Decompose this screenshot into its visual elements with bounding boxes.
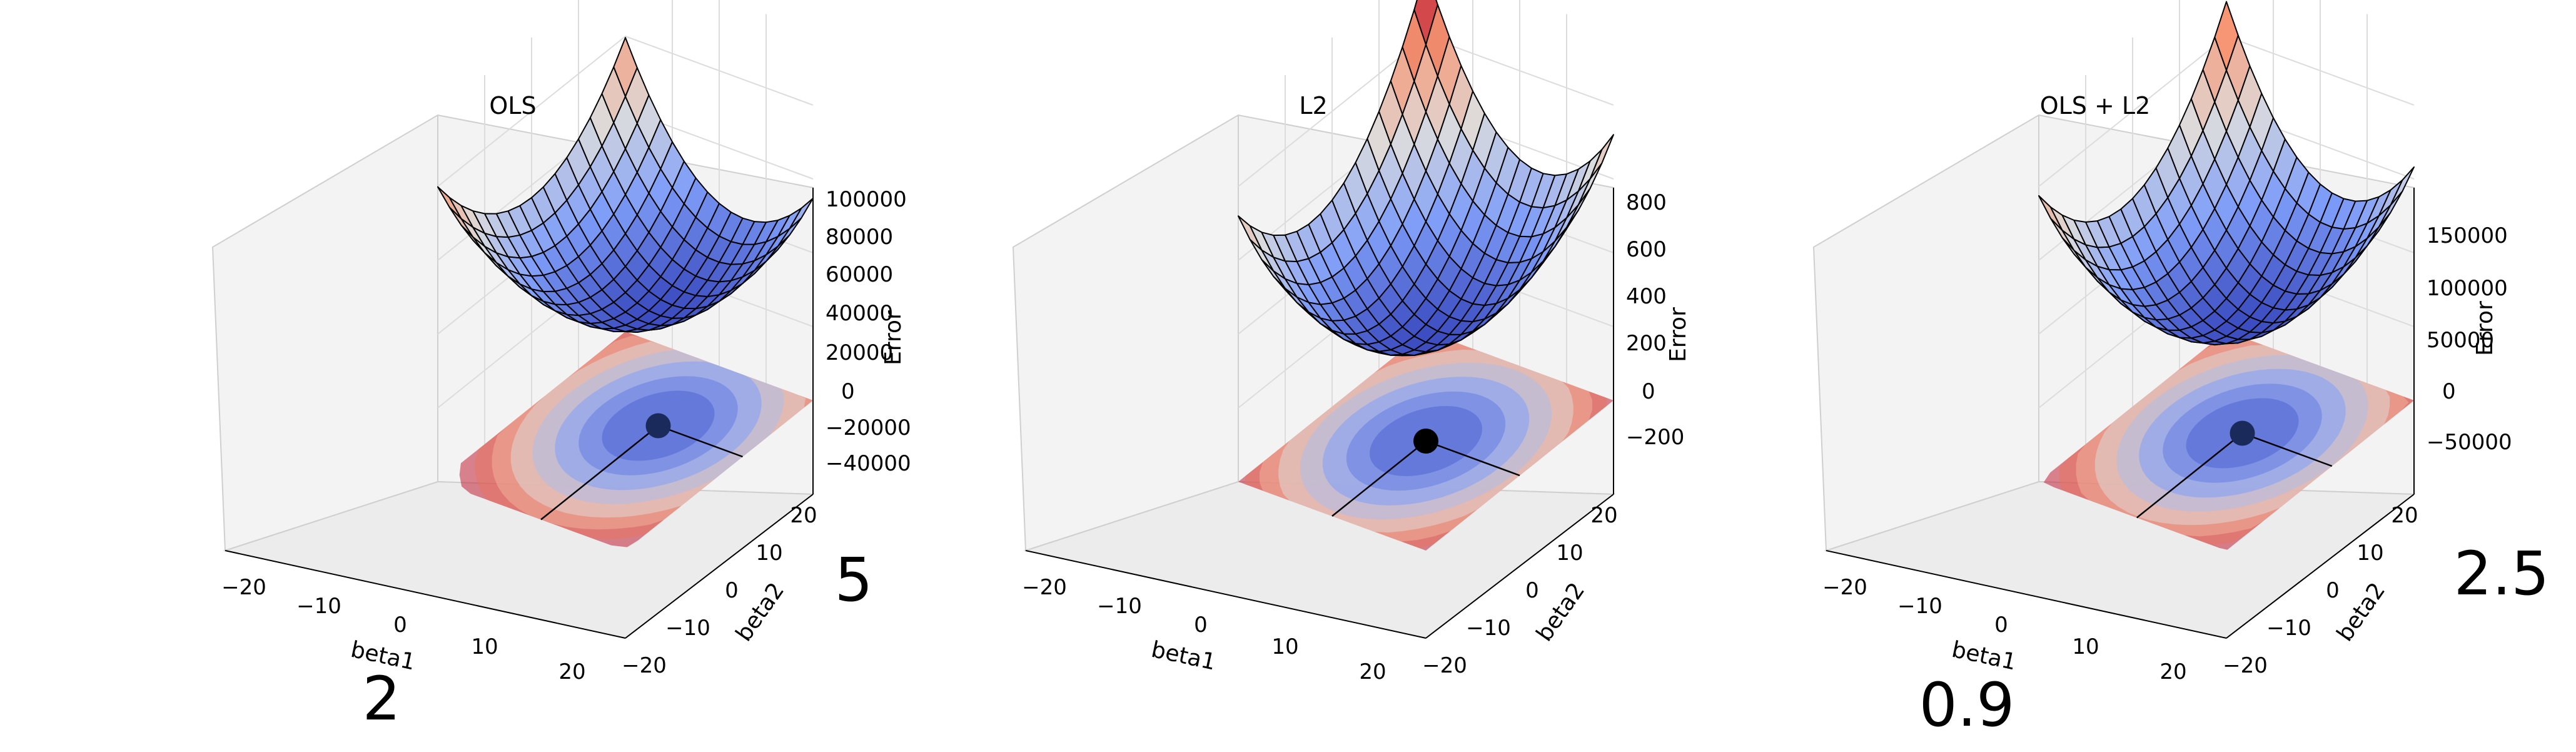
surface-plot (2038, 1, 2415, 346)
z-tick: 800 (1626, 190, 1667, 215)
z-tick: 20000 (826, 340, 893, 365)
surface-patch (613, 37, 638, 98)
y-tick: 20 (2391, 503, 2418, 528)
y-tick: −10 (1466, 616, 1511, 641)
x-tick: 10 (2072, 634, 2099, 659)
minimum-line-beta2 (1425, 440, 1520, 477)
beta1-value-label: 0.9 (1919, 670, 2015, 740)
x-tick: 10 (1271, 634, 1298, 659)
z-tick: 150000 (2427, 223, 2508, 248)
z-axis-label: Error (1665, 307, 1691, 362)
y-tick: −20 (1422, 653, 1467, 678)
z-tick: 100000 (826, 187, 907, 212)
z-tick: 400 (1626, 284, 1667, 309)
surface-patch (2214, 1, 2239, 71)
y-axis-label: beta2 (731, 578, 789, 646)
z-tick: −20000 (826, 415, 911, 440)
y-axis-label: beta2 (2332, 578, 2390, 646)
y-axis-label: beta2 (1532, 578, 1590, 646)
y-tick: 0 (1525, 578, 1539, 603)
y-tick: 20 (790, 503, 817, 528)
minimum-line-beta1 (1331, 440, 1427, 517)
panel-ols-l2: −20 −10 0 10 20 beta1 −20 −10 0 10 20 be… (1812, 0, 2550, 740)
minimum-point (2230, 420, 2255, 446)
x-axis-label: beta1 (1149, 637, 1218, 676)
panel-title: L2 (1299, 92, 1327, 119)
minimum-line-beta2 (2242, 432, 2333, 467)
minimum-line-beta1 (2136, 432, 2243, 519)
y-tick: 10 (755, 541, 782, 566)
x-tick: −10 (1097, 594, 1142, 619)
z-tick: 60000 (826, 262, 893, 287)
z-axis: −200 0 200 400 600 800 Error (1613, 188, 1691, 494)
panel-title: OLS (489, 92, 536, 119)
z-tick: 600 (1626, 237, 1667, 262)
surface-plot (1238, 0, 1614, 357)
x-tick: −10 (296, 594, 341, 619)
y-tick: −10 (665, 616, 710, 641)
panel-l2: −20 −10 0 10 20 beta1 −20 −10 0 10 20 be… (1012, 0, 1691, 684)
minimum-lines (1331, 440, 1520, 517)
x-tick: −20 (1022, 575, 1067, 600)
panel-title: OLS + L2 (2040, 92, 2151, 119)
z-tick: 100000 (2427, 276, 2508, 301)
z-tick: 200 (1626, 331, 1667, 356)
minimum-lines (540, 425, 743, 521)
z-axis: −50000 0 50000 100000 150000 Error (2413, 188, 2512, 494)
minimum-point (645, 413, 671, 439)
x-tick: 20 (2159, 659, 2186, 684)
z-tick: 50000 (2427, 328, 2494, 353)
x-tick: −20 (221, 575, 266, 600)
beta2-value-label: 2.5 (2454, 539, 2550, 609)
z-tick: 0 (2442, 379, 2456, 404)
z-axis-label: Error (881, 310, 906, 365)
grid-line (437, 35, 814, 187)
surface-patch (1413, 0, 1438, 46)
y-tick: −10 (2266, 616, 2311, 641)
beta1-value-label: 2 (362, 664, 400, 734)
panel-ols: −20 −10 0 10 20 beta1 −20 −10 0 10 20 be… (211, 0, 911, 734)
surface-plot (437, 37, 814, 333)
y-tick: −20 (622, 653, 667, 678)
z-tick: 0 (1642, 379, 1655, 404)
x-tick: −20 (1822, 575, 1867, 600)
y-tick: 10 (2356, 541, 2383, 566)
minimum-lines (2136, 432, 2333, 519)
minimum-line-beta2 (658, 425, 743, 458)
z-tick: 40000 (826, 301, 893, 326)
minimum-line-beta1 (540, 425, 659, 521)
x-tick: 0 (393, 612, 407, 638)
y-tick: 20 (1590, 503, 1617, 528)
x-tick: 20 (558, 659, 585, 684)
z-tick: −40000 (826, 451, 911, 476)
z-axis: −40000 −20000 0 20000 40000 60000 80000 … (812, 187, 911, 494)
z-tick: −200 (1626, 425, 1684, 450)
x-tick: −10 (1897, 594, 1942, 619)
beta2-value-label: 5 (834, 545, 872, 615)
y-tick: 0 (725, 578, 739, 603)
x-tick: 0 (1994, 612, 2008, 638)
z-tick: −50000 (2427, 430, 2512, 455)
y-tick: −20 (2223, 653, 2268, 678)
y-tick: 0 (2326, 578, 2340, 603)
x-tick: 20 (1359, 659, 1386, 684)
z-tick: 80000 (826, 225, 893, 250)
x-tick: 10 (471, 634, 498, 659)
y-tick: 10 (1556, 541, 1583, 566)
z-axis-label: Error (2472, 301, 2498, 356)
z-tick: 0 (841, 379, 855, 404)
minimum-point (1413, 429, 1438, 454)
x-tick: 0 (1194, 612, 1208, 638)
